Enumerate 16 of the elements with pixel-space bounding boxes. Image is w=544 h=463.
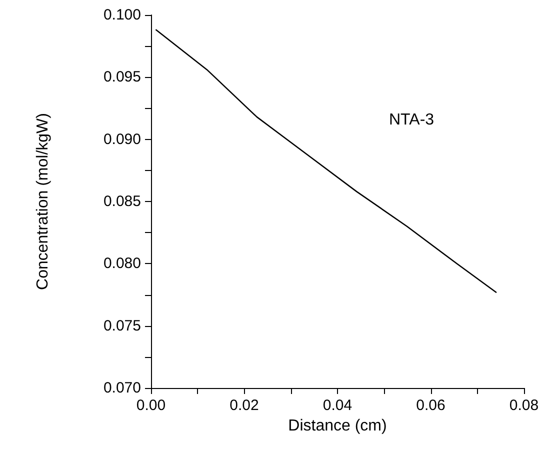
y-tick-label: 0.075 xyxy=(103,317,141,334)
x-tick-label: 0.04 xyxy=(322,397,352,414)
x-tick-label: 0.00 xyxy=(136,397,166,414)
y-axis-title: Concentration (mol/kgW) xyxy=(34,113,52,290)
line-series xyxy=(155,29,497,293)
annotation: NTA-3 xyxy=(389,112,434,128)
y-tick-label: 0.090 xyxy=(103,130,141,148)
y-tick-label: 0.095 xyxy=(103,68,141,86)
y-tick-label: 0.070 xyxy=(103,380,141,396)
y-tick-label: 0.085 xyxy=(103,193,141,210)
x-tick-label: 0.06 xyxy=(416,397,446,414)
x-axis-title: Distance (cm) xyxy=(288,417,387,434)
x-tick-label: 0.08 xyxy=(509,397,539,414)
y-tick-label: 0.100 xyxy=(103,6,141,24)
y-tick-label: 0.080 xyxy=(103,255,141,272)
x-tick-label: 0.02 xyxy=(230,397,259,414)
